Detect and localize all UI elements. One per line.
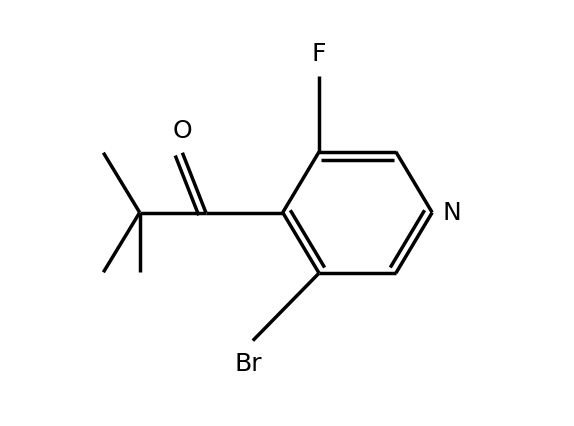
Text: Br: Br xyxy=(235,351,262,375)
Text: F: F xyxy=(312,42,326,66)
Text: O: O xyxy=(173,119,192,143)
Text: N: N xyxy=(443,201,461,225)
